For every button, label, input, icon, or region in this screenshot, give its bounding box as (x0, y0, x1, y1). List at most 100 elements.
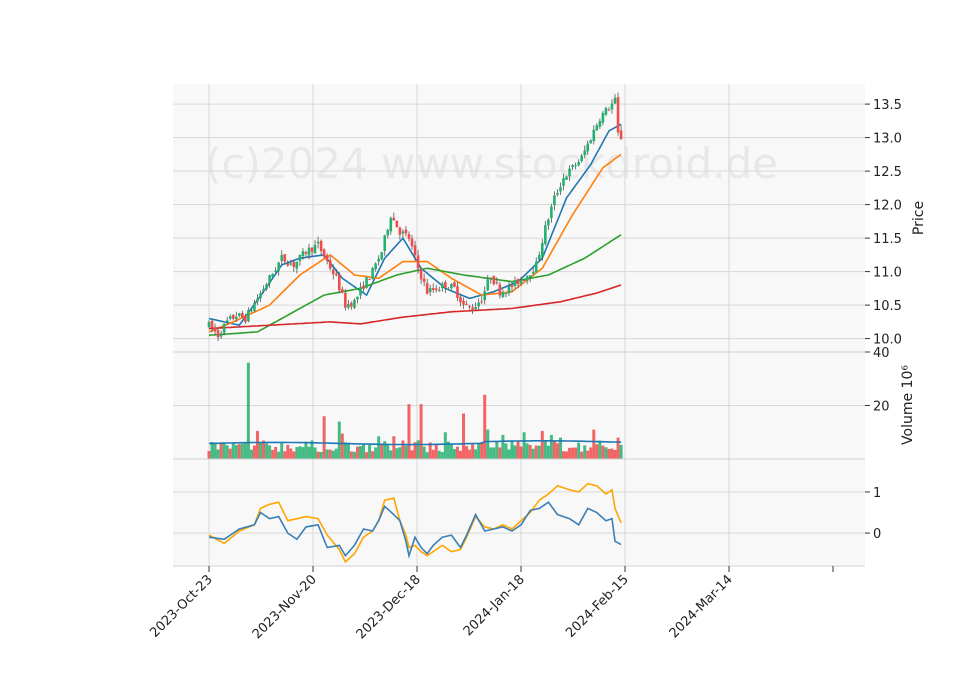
volume-bar (301, 447, 305, 459)
candle-body (468, 306, 471, 308)
volume-bar (262, 440, 266, 459)
volume-bar (568, 447, 572, 459)
candle-body (310, 247, 314, 252)
candle-body (437, 289, 441, 291)
volume-bar (501, 434, 505, 459)
candle-body (331, 269, 335, 275)
sma-mid-line (208, 153, 622, 333)
volume-bar (555, 443, 559, 459)
volume-bar (483, 394, 487, 459)
candle-body (522, 279, 526, 281)
candle-body (610, 103, 614, 110)
volume-bar (249, 449, 253, 459)
volume-bar (277, 451, 281, 459)
candle-body (225, 320, 229, 323)
volume-bar (486, 429, 490, 459)
candle-body (431, 288, 435, 290)
volume-bar (319, 451, 323, 459)
volume-bar (398, 447, 402, 459)
candle-body (589, 140, 593, 144)
volume-bar (210, 442, 214, 459)
volume-bar (401, 440, 405, 459)
candle-body (344, 292, 347, 308)
volume-bar (586, 450, 590, 459)
volume-bar (516, 441, 520, 459)
volume-bar (443, 432, 447, 459)
volume-bar (359, 446, 362, 459)
candle-body (219, 334, 223, 337)
macd-panel: 01 (173, 458, 881, 566)
volume-bar (325, 449, 329, 459)
volume-bar (534, 445, 538, 459)
candle-body (492, 275, 496, 285)
candle-body (268, 275, 271, 284)
volume-bar (286, 444, 290, 459)
candle-body (480, 301, 483, 303)
volume-bar (343, 442, 347, 459)
candle-body (328, 260, 332, 269)
candle-body (277, 262, 280, 271)
volume-tick-label: 20 (873, 400, 890, 415)
candle-body (465, 303, 468, 305)
volume-bar (552, 441, 556, 459)
candle-body (422, 278, 426, 282)
candle-body (395, 220, 399, 228)
volume-bar (289, 448, 293, 459)
volume-bar (610, 448, 614, 459)
x-tick-label: 2024-Jan-18 (461, 572, 528, 639)
volume-bar (589, 447, 593, 459)
volume-bar (607, 448, 611, 459)
candle-body (425, 283, 429, 294)
volume-bar (340, 433, 344, 459)
volume-bar (374, 447, 378, 459)
volume-bar (546, 445, 550, 459)
volume-bar (237, 444, 241, 459)
volume-bar (513, 445, 517, 459)
volume-bar (259, 441, 263, 459)
volume-axis-label: Volume 10⁶ (900, 365, 916, 445)
candle-body (471, 307, 474, 311)
volume-bar (371, 451, 375, 459)
candle-body (222, 323, 226, 333)
candle-body (301, 251, 305, 257)
candle-body (298, 254, 302, 262)
volume-bar (377, 436, 381, 459)
candle-body (362, 285, 365, 289)
volume-bar (437, 450, 441, 459)
volume-bar (313, 447, 317, 459)
volume-bar (474, 449, 478, 459)
volume-bar (368, 444, 372, 459)
volume-bar (434, 444, 438, 459)
candle-body (428, 288, 432, 293)
volume-bar (531, 448, 535, 459)
volume-bar (574, 447, 578, 459)
candle-body (541, 242, 544, 257)
volume-bar (519, 446, 523, 459)
volume-bar (498, 447, 502, 459)
candle-body (568, 168, 571, 177)
volume-bar (307, 446, 311, 459)
candle-body (244, 315, 247, 323)
candle-body (389, 218, 393, 232)
candle-body (553, 195, 556, 206)
volume-bar (380, 444, 384, 459)
price-tick-label: 12.0 (873, 199, 902, 214)
candle-body (386, 229, 390, 236)
candle-body (562, 178, 565, 186)
volume-bar (604, 447, 608, 459)
candle-body (559, 187, 562, 192)
volume-bar (504, 443, 508, 459)
candle-body (228, 316, 232, 319)
sma-slow-line (208, 234, 622, 337)
candle-body (504, 293, 508, 295)
volume-bar (525, 443, 529, 459)
candle-body (289, 263, 293, 265)
x-tick-label: 2023-Nov-20 (250, 572, 320, 642)
candle-body (619, 130, 623, 140)
volume-bar (295, 447, 299, 459)
volume-bar (601, 445, 605, 459)
candle-body (241, 312, 244, 318)
sma-long-line (208, 284, 622, 330)
